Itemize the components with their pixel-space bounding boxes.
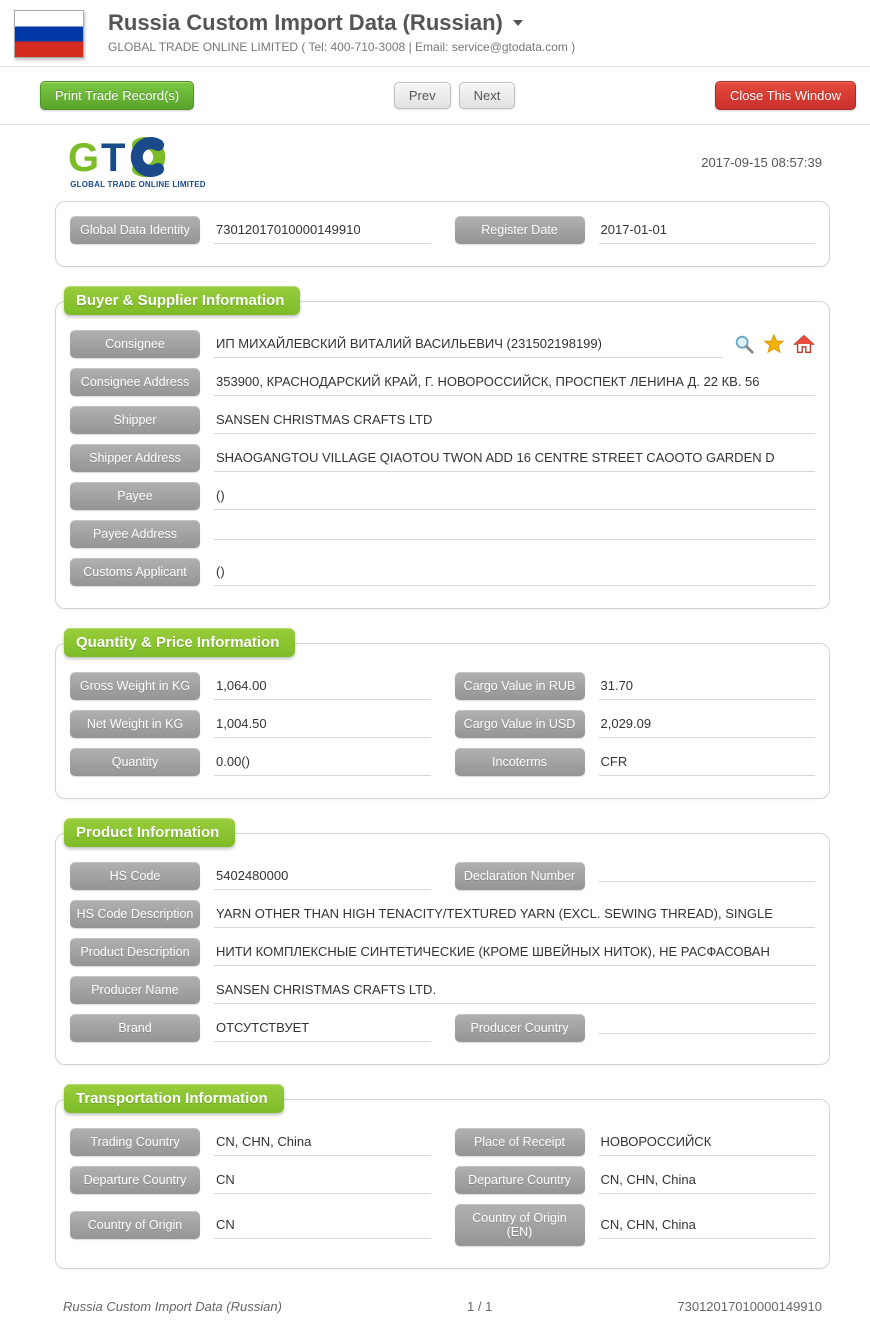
payee-label: Payee (70, 482, 200, 510)
transportation-panel: Transportation Information Trading Count… (55, 1099, 830, 1269)
incoterms-label: Incoterms (455, 748, 585, 776)
product-desc-label: Product Description (70, 938, 200, 966)
net-weight-value: 1,004.50 (214, 711, 431, 738)
consignee-addr-value: 353900, КРАСНОДАРСКИЙ КРАЙ, Г. НОВОРОССИ… (214, 369, 815, 396)
consignee-label: Consignee (70, 330, 200, 358)
cargo-usd-value: 2,029.09 (599, 711, 816, 738)
buyer-section-title: Buyer & Supplier Information (64, 286, 300, 315)
gross-weight-value: 1,064.00 (214, 673, 431, 700)
trading-country-label: Trading Country (70, 1128, 200, 1156)
payee-addr-value (214, 528, 815, 540)
cargo-rub-label: Cargo Value in RUB (455, 672, 585, 700)
footer-right: 73012017010000149910 (677, 1299, 822, 1314)
producer-name-label: Producer Name (70, 976, 200, 1004)
action-bar: Print Trade Record(s) Prev Next Close Th… (0, 67, 870, 125)
payee-value: () (214, 483, 815, 510)
identity-panel: Global Data Identity 7301201701000014991… (55, 201, 830, 267)
country-origin-value: CN (214, 1212, 431, 1239)
footer-left: Russia Custom Import Data (Russian) (63, 1299, 282, 1314)
producer-country-value (599, 1022, 816, 1034)
product-panel: Product Information HS Code 5402480000 D… (55, 833, 830, 1065)
prev-button[interactable]: Prev (394, 82, 451, 109)
departure-country-1-label: Departure Country (70, 1166, 200, 1194)
quantity-price-panel: Quantity & Price Information Gross Weigh… (55, 643, 830, 799)
svg-text:T: T (101, 136, 125, 179)
consignee-value: ИП МИХАЙЛЕВСКИЙ ВИТАЛИЙ ВАСИЛЬЕВИЧ (2315… (214, 331, 723, 358)
declaration-number-value (599, 870, 816, 882)
svg-text:G: G (68, 136, 99, 179)
gdi-label: Global Data Identity (70, 216, 200, 244)
page-header: Russia Custom Import Data (Russian) GLOB… (0, 0, 870, 67)
qty-section-title: Quantity & Price Information (64, 628, 295, 657)
consignee-addr-label: Consignee Address (70, 368, 200, 396)
country-origin-en-value: CN, CHN, China (599, 1212, 816, 1239)
page-title: Russia Custom Import Data (Russian) (108, 10, 503, 36)
gdi-value: 73012017010000149910 (214, 217, 431, 244)
transport-section-title: Transportation Information (64, 1084, 284, 1113)
product-desc-value: НИТИ КОМПЛЕКСНЫЕ СИНТЕТИЧЕСКИЕ (КРОМЕ ШВ… (214, 939, 815, 966)
hs-desc-value: YARN OTHER THAN HIGH TENACITY/TEXTURED Y… (214, 901, 815, 928)
hs-code-value: 5402480000 (214, 863, 431, 890)
departure-country-2-value: CN, CHN, China (599, 1167, 816, 1194)
cargo-rub-value: 31.70 (599, 673, 816, 700)
customs-applicant-value: () (214, 559, 815, 586)
register-date-label: Register Date (455, 216, 585, 244)
register-date-value: 2017-01-01 (599, 217, 816, 244)
title-dropdown-icon[interactable] (513, 20, 523, 26)
logo-caption: GLOBAL TRADE ONLINE LIMITED (63, 180, 213, 189)
quantity-value: 0.00() (214, 749, 431, 776)
payee-addr-label: Payee Address (70, 520, 200, 548)
country-origin-en-label: Country of Origin (EN) (455, 1204, 585, 1246)
producer-name-value: SANSEN CHRISTMAS CRAFTS LTD. (214, 977, 815, 1004)
departure-country-1-value: CN (214, 1167, 431, 1194)
incoterms-value: CFR (599, 749, 816, 776)
hs-desc-label: HS Code Description (70, 900, 200, 928)
hs-code-label: HS Code (70, 862, 200, 890)
footer-page-count: 1 / 1 (467, 1299, 492, 1314)
brand-label: Brand (70, 1014, 200, 1042)
producer-country-label: Producer Country (455, 1014, 585, 1042)
close-button[interactable]: Close This Window (715, 81, 856, 110)
page-footer: Russia Custom Import Data (Russian) 1 / … (55, 1289, 830, 1318)
departure-country-2-label: Departure Country (455, 1166, 585, 1194)
country-flag (14, 10, 84, 58)
country-origin-label: Country of Origin (70, 1211, 200, 1239)
place-of-receipt-value: НОВОРОССИЙСК (599, 1129, 816, 1156)
shipper-addr-label: Shipper Address (70, 444, 200, 472)
star-icon[interactable] (763, 333, 785, 355)
quantity-label: Quantity (70, 748, 200, 776)
print-button[interactable]: Print Trade Record(s) (40, 81, 194, 110)
net-weight-label: Net Weight in KG (70, 710, 200, 738)
buyer-supplier-panel: Buyer & Supplier Information Consignee И… (55, 301, 830, 609)
page-subtitle: GLOBAL TRADE ONLINE LIMITED ( Tel: 400-7… (108, 40, 856, 54)
home-icon[interactable] (793, 333, 815, 355)
gross-weight-label: Gross Weight in KG (70, 672, 200, 700)
next-button[interactable]: Next (459, 82, 516, 109)
magnifier-icon[interactable] (733, 333, 755, 355)
declaration-number-label: Declaration Number (455, 862, 585, 890)
product-section-title: Product Information (64, 818, 235, 847)
company-logo: G T GLOBAL TRADE ONLINE LIMITED (63, 135, 213, 189)
customs-applicant-label: Customs Applicant (70, 558, 200, 586)
cargo-usd-label: Cargo Value in USD (455, 710, 585, 738)
shipper-label: Shipper (70, 406, 200, 434)
shipper-value: SANSEN CHRISTMAS CRAFTS LTD (214, 407, 815, 434)
place-of-receipt-label: Place of Receipt (455, 1128, 585, 1156)
shipper-addr-value: SHAOGANGTOU VILLAGE QIAOTOU TWON ADD 16 … (214, 445, 815, 472)
document-head: G T GLOBAL TRADE ONLINE LIMITED 2017-09-… (55, 125, 830, 195)
export-timestamp: 2017-09-15 08:57:39 (701, 155, 822, 170)
trading-country-value: CN, CHN, China (214, 1129, 431, 1156)
brand-value: ОТСУТСТВУЕТ (214, 1015, 431, 1042)
